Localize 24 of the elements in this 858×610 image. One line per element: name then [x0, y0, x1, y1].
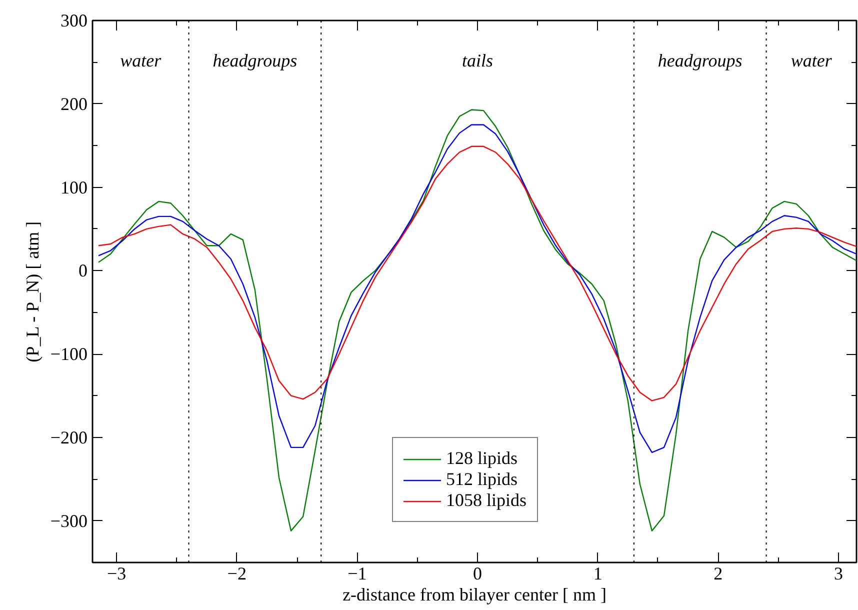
- x-tick-label: 2: [714, 564, 723, 584]
- x-axis-title: z-distance from bilayer center [ nm ]: [342, 584, 606, 604]
- x-tick-label: 3: [834, 564, 843, 584]
- x-tick-label: −1: [348, 564, 367, 584]
- annotation: headgroups: [658, 50, 742, 70]
- annotation: headgroups: [212, 50, 298, 70]
- legend-label: 512 lipids: [446, 469, 518, 490]
- y-axis-title: (P_L - P_N) [ atm ]: [22, 221, 42, 362]
- x-tick-label: −3: [106, 564, 126, 584]
- y-tick-label: 0: [78, 260, 88, 281]
- annotation: water: [120, 50, 162, 70]
- y-tick-label: 300: [60, 10, 88, 30]
- y-tick-label: −100: [50, 344, 88, 364]
- legend-label: 128 lipids: [446, 448, 518, 469]
- annotation: water: [790, 50, 833, 70]
- y-tick-label: 100: [60, 177, 88, 198]
- y-tick-label: −200: [50, 427, 88, 448]
- y-tick-label: 200: [60, 94, 88, 114]
- legend-label: 1058 lipids: [446, 490, 527, 511]
- annotation: tails: [462, 50, 494, 70]
- x-tick-label: −2: [227, 564, 246, 584]
- x-tick-label: 0: [473, 564, 482, 584]
- y-tick-label: −300: [50, 510, 88, 531]
- x-tick-label: 1: [593, 564, 602, 584]
